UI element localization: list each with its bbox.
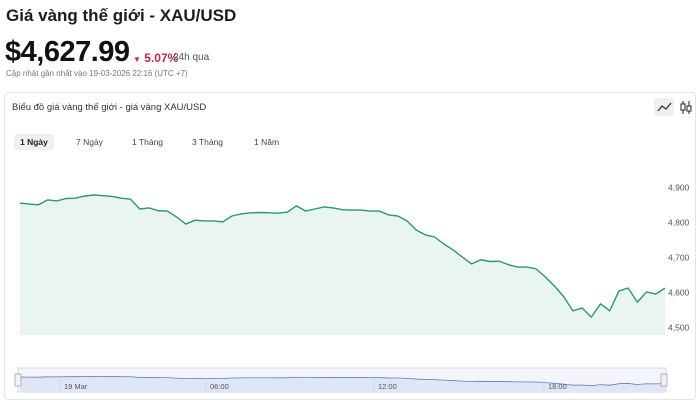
navigator-label: 18:00 (548, 382, 567, 391)
price: $4,627.99 (5, 36, 130, 68)
chart-title: Biểu đồ giá vàng thế giới - giá vàng XAU… (12, 102, 207, 113)
range-tab[interactable]: 7 Ngày (76, 137, 103, 147)
price-line (19, 194, 666, 318)
navigator-handle[interactable] (660, 373, 668, 387)
navigator-label: 12:00 (378, 382, 397, 391)
navigator-label: 06:00 (210, 382, 229, 391)
area (20, 195, 665, 335)
candle-view-button[interactable] (680, 101, 692, 114)
period: 24h qua (173, 52, 210, 63)
price-change: ▼ 5.07% (133, 51, 178, 65)
y-tick-label: 4,500 (668, 322, 690, 332)
range-tab[interactable]: 1 Ngày (14, 134, 54, 150)
navigator-label: 19 Mar (64, 382, 88, 391)
y-tick-label: 4,900 (668, 182, 690, 192)
change-value: 5.07% (144, 51, 179, 65)
y-tick-label: 4,600 (668, 287, 690, 297)
y-tick-label: 4,700 (668, 252, 690, 262)
down-arrow: ▼ (133, 55, 141, 64)
navigator-area (20, 376, 665, 391)
line-icon (657, 102, 672, 112)
range-tab[interactable]: 3 Tháng (192, 137, 224, 147)
y-tick-label: 4,800 (668, 217, 690, 227)
navigator-handle[interactable] (14, 373, 22, 387)
range-tab[interactable]: 1 Tháng (132, 137, 164, 147)
page-title: Giá vàng thế giới - XAU/USD (6, 6, 237, 25)
navigator-line (19, 376, 666, 387)
updated-time: Cập nhật gần nhất vào 19-03-2026 22:16 (… (6, 69, 188, 78)
range-tab[interactable]: 1 Năm (254, 137, 280, 147)
